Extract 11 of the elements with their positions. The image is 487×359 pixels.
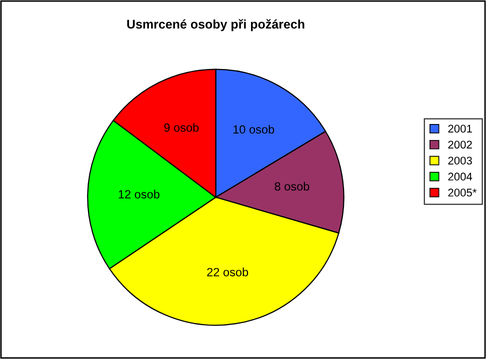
data-label: 9 osob bbox=[164, 123, 199, 132]
legend-label: 2003 bbox=[448, 156, 472, 165]
legend-label: 2005* bbox=[448, 188, 477, 197]
data-label: 10 osob bbox=[233, 124, 274, 134]
legend-label: 2002 bbox=[448, 140, 472, 149]
legend-label: 2001 bbox=[448, 124, 472, 133]
chart-title: Usmrcené osoby při požárech bbox=[127, 19, 304, 32]
data-label: 22 osob bbox=[207, 268, 248, 276]
data-label: 12 osob bbox=[118, 190, 160, 198]
legend-label: 2004 bbox=[448, 172, 472, 181]
data-label: 8 osob bbox=[274, 182, 310, 191]
